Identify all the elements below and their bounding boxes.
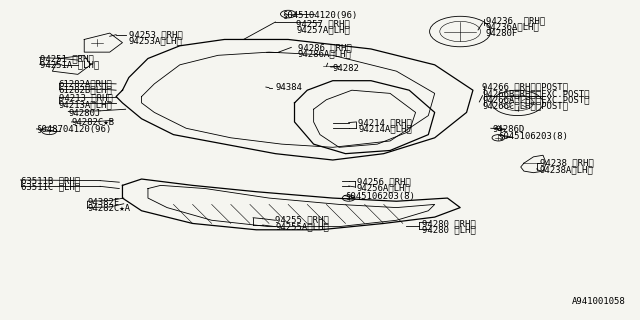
Text: 94266A〈LH〉〈EXC.POST〉: 94266A〈LH〉〈EXC.POST〉 <box>483 95 590 104</box>
Text: 94282C★A: 94282C★A <box>88 204 131 213</box>
Text: 94238A〈LH〉: 94238A〈LH〉 <box>540 165 593 174</box>
Text: §048704120(96): §048704120(96) <box>36 125 112 134</box>
Text: 94253 〈RH〉: 94253 〈RH〉 <box>129 30 182 39</box>
Text: 94255A〈LH〉: 94255A〈LH〉 <box>275 222 329 231</box>
Text: §045104120(96): §045104120(96) <box>282 11 358 20</box>
Text: 94256 〈RH〉: 94256 〈RH〉 <box>357 177 411 186</box>
Text: 94286A〈LH〉: 94286A〈LH〉 <box>298 49 351 58</box>
Text: 94266C〈LH〉〈POST〉: 94266C〈LH〉〈POST〉 <box>483 101 568 111</box>
Text: 94280F: 94280F <box>486 28 518 38</box>
Text: 94255 〈RH〉: 94255 〈RH〉 <box>275 216 329 225</box>
Text: 94382F: 94382F <box>88 198 120 207</box>
Text: 94256A〈LH〉: 94256A〈LH〉 <box>357 183 411 192</box>
Text: 94280 〈RH〉: 94280 〈RH〉 <box>422 219 476 228</box>
Text: 94280 〈LH〉: 94280 〈LH〉 <box>422 225 476 234</box>
Text: 94266B〈RH〉〈EXC.POST〉: 94266B〈RH〉〈EXC.POST〉 <box>483 89 590 98</box>
Text: 94286D: 94286D <box>492 125 524 134</box>
Text: A941001058: A941001058 <box>572 297 626 306</box>
Text: 61282A〈RH〉: 61282A〈RH〉 <box>59 79 113 88</box>
Text: 94236  〈RH〉: 94236 〈RH〉 <box>486 16 545 25</box>
Text: §045106203(8): §045106203(8) <box>499 132 568 141</box>
Text: 94214 〈RH〉: 94214 〈RH〉 <box>358 118 412 127</box>
Text: 63511C 〈LH〉: 63511C 〈LH〉 <box>20 182 79 191</box>
Text: 94282: 94282 <box>333 63 360 73</box>
Text: 94280J: 94280J <box>68 108 100 117</box>
Text: 94266 〈RH〉〈POST〉: 94266 〈RH〉〈POST〉 <box>483 83 568 92</box>
Text: 94214A〈LH〉: 94214A〈LH〉 <box>358 125 412 134</box>
Text: 94238 〈RH〉: 94238 〈RH〉 <box>540 159 593 168</box>
Text: 94251A 〈LH〉: 94251A 〈LH〉 <box>40 60 99 69</box>
Text: 94286 〈RH〉: 94286 〈RH〉 <box>298 43 351 52</box>
Text: 94257A〈LH〉: 94257A〈LH〉 <box>296 25 350 35</box>
Text: 94236A〈LH〉: 94236A〈LH〉 <box>486 22 540 31</box>
Text: §045106203(8): §045106203(8) <box>346 192 415 201</box>
Text: 94257 〈RH〉: 94257 〈RH〉 <box>296 19 350 28</box>
Text: 94253A〈LH〉: 94253A〈LH〉 <box>129 36 182 45</box>
Text: 63511B 〈RH〉: 63511B 〈RH〉 <box>20 176 79 185</box>
Text: 94213 〈RH〉: 94213 〈RH〉 <box>59 94 113 103</box>
Text: 94282C★B: 94282C★B <box>72 118 115 127</box>
Text: 94213A〈LH〉: 94213A〈LH〉 <box>59 100 113 109</box>
Text: 94384: 94384 <box>275 83 302 92</box>
Text: 61282B〈LH〉: 61282B〈LH〉 <box>59 86 113 95</box>
Text: 94251 〈RH〉: 94251 〈RH〉 <box>40 54 93 63</box>
